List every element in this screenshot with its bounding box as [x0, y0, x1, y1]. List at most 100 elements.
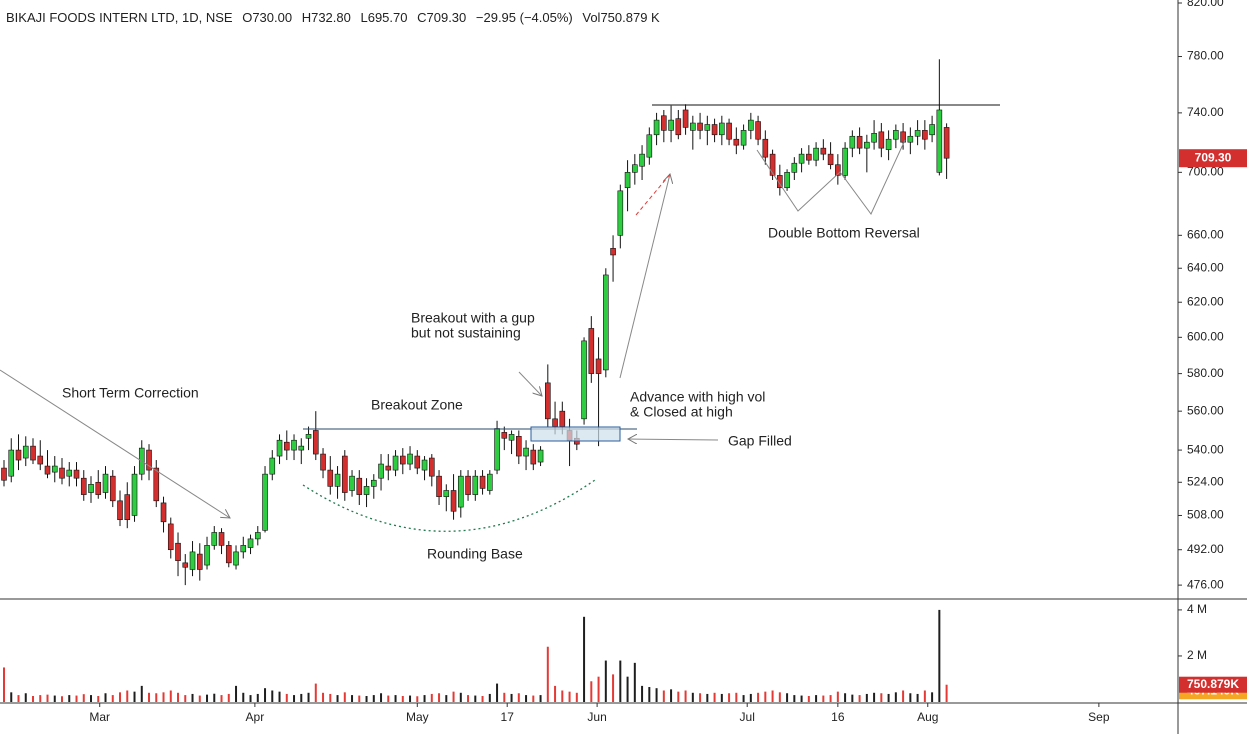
candle-body [487, 473, 493, 491]
candle-body [806, 153, 812, 161]
candle-body [153, 467, 160, 502]
candle-body [385, 465, 392, 471]
volume-bar [815, 695, 818, 702]
volume-bar [10, 692, 13, 702]
volume-bar [822, 695, 825, 702]
volume-bar [140, 685, 143, 702]
volume-bar [546, 646, 549, 702]
volume-bar [619, 660, 622, 702]
volume-bar [17, 695, 20, 702]
candle-body [378, 463, 384, 479]
volume-bar [699, 693, 702, 702]
volume-bar [191, 693, 194, 702]
candle-body [900, 131, 906, 143]
candle-body [719, 122, 725, 136]
candle-body [276, 439, 283, 457]
annotation: but not sustaining [411, 325, 521, 341]
volume-bar [525, 695, 528, 702]
candle-body [44, 465, 51, 475]
candle-body [639, 153, 645, 167]
candle-body [842, 147, 848, 176]
rounding-curve [302, 479, 596, 532]
candle-body [878, 131, 885, 149]
volume-bar [597, 676, 600, 702]
candle-body [929, 124, 935, 136]
candle-body [813, 147, 819, 161]
candle-body [798, 153, 805, 164]
annotation: Breakout Zone [371, 397, 463, 413]
annotation: Rounding Base [427, 546, 523, 562]
candle-body [233, 551, 239, 566]
volume-bar [510, 693, 513, 702]
candle-body [131, 473, 138, 516]
volume-bar [626, 676, 629, 702]
volume-bar [938, 609, 941, 702]
volume-bar [612, 674, 615, 702]
annotation: Advance with high vol [630, 389, 765, 405]
candle-body [327, 469, 334, 487]
candle-body [37, 455, 44, 465]
y-tick-label: 620.00 [1187, 294, 1224, 308]
candle-body [160, 502, 167, 523]
volume-bar [227, 693, 230, 702]
y2-tick-label: 4 M [1187, 602, 1207, 616]
volume-bar [858, 695, 861, 702]
candle-body [588, 328, 595, 374]
candle-body [885, 138, 892, 150]
candle-body [936, 109, 943, 173]
candle-body [291, 439, 297, 451]
volume-bar [445, 695, 448, 702]
volume-bar [880, 693, 883, 702]
volume-bar [271, 690, 274, 702]
volume-bar [438, 693, 441, 702]
candle-body [914, 130, 921, 137]
volume-bar [278, 691, 281, 702]
candle-body [791, 162, 798, 173]
volume-bar [380, 693, 383, 702]
volume-bar [162, 692, 165, 702]
volume-bar [771, 690, 774, 702]
double-bottom [756, 139, 906, 215]
volume-bar [3, 667, 6, 702]
candle-body [247, 538, 254, 548]
volume-bar [322, 692, 325, 702]
candle-body [733, 138, 740, 146]
candle-body [610, 248, 616, 256]
candle-body [189, 551, 196, 570]
volume-bar [365, 696, 368, 702]
last-price-box [1179, 149, 1247, 168]
volume-bar [169, 690, 172, 702]
candle-body [341, 455, 348, 493]
volume-bar [604, 660, 607, 702]
candle-body [124, 494, 131, 520]
candle-body [465, 475, 471, 495]
volume-bar [909, 693, 912, 702]
candle-body [501, 432, 508, 439]
volume-bar [264, 688, 267, 702]
volume-bar [807, 696, 810, 702]
volume-bar [677, 691, 680, 702]
volume-bar [111, 695, 114, 702]
volume-bar [655, 688, 658, 702]
volume-bar [423, 695, 426, 702]
volume-bar [177, 692, 180, 702]
volume-bar [53, 695, 56, 702]
plot-area [1, 59, 950, 702]
candle-body [690, 122, 696, 131]
candle-body [595, 358, 602, 374]
volume-bar [416, 696, 419, 702]
candle-body [254, 532, 261, 540]
volume-bar [539, 695, 542, 702]
volume-bar [148, 692, 151, 702]
candle-body [73, 469, 80, 479]
volume-bar [213, 693, 216, 702]
volume-bar [75, 695, 78, 702]
volume-bar [133, 691, 136, 702]
candle-body [204, 545, 210, 566]
candle-body [102, 473, 109, 493]
candle-body [30, 445, 36, 461]
candle-body [428, 457, 435, 477]
volume-bar [916, 693, 919, 702]
candle-body [436, 475, 442, 497]
volume-bar [633, 662, 636, 702]
